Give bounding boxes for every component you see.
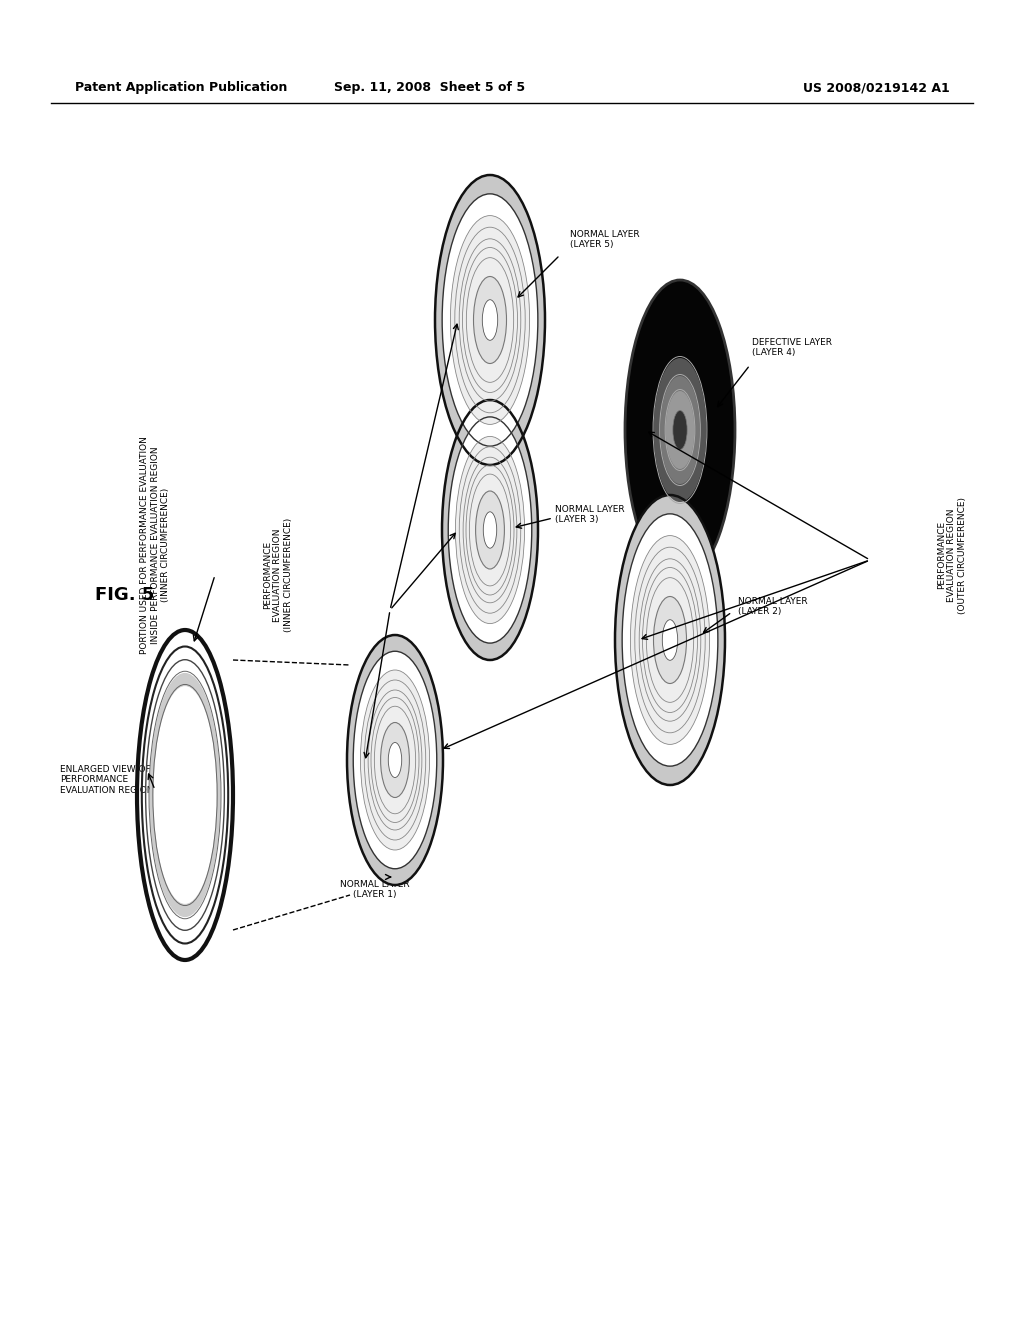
Ellipse shape [483, 512, 497, 548]
Ellipse shape [137, 630, 233, 960]
Text: FIG. 5: FIG. 5 [95, 586, 155, 605]
Text: Patent Application Publication: Patent Application Publication [75, 82, 288, 95]
Ellipse shape [353, 651, 437, 869]
Text: DEFECTIVE LAYER
(LAYER 4): DEFECTIVE LAYER (LAYER 4) [752, 338, 831, 358]
Ellipse shape [442, 194, 538, 446]
Ellipse shape [435, 176, 545, 465]
Ellipse shape [381, 722, 410, 797]
Ellipse shape [666, 391, 694, 469]
Text: PORTION USED FOR PERFORMANCE EVALUATION
INSIDE PERFORMANCE EVALUATION REGION
(IN: PORTION USED FOR PERFORMANCE EVALUATION … [140, 436, 170, 653]
Ellipse shape [475, 491, 505, 569]
Ellipse shape [451, 215, 529, 425]
Ellipse shape [456, 437, 524, 623]
Ellipse shape [388, 742, 401, 777]
Ellipse shape [347, 635, 443, 884]
Ellipse shape [625, 280, 735, 579]
Ellipse shape [154, 686, 217, 904]
Text: ENLARGED VIEW OF
PERFORMANCE
EVALUATION REGION: ENLARGED VIEW OF PERFORMANCE EVALUATION … [60, 766, 154, 795]
Ellipse shape [482, 300, 498, 341]
Ellipse shape [615, 495, 725, 785]
Text: PERFORMANCE
EVALUATION REGION
(INNER CIRCUMFERENCE): PERFORMANCE EVALUATION REGION (INNER CIR… [263, 517, 293, 632]
Ellipse shape [673, 411, 687, 450]
Ellipse shape [449, 417, 531, 643]
Ellipse shape [442, 400, 538, 660]
Text: NORMAL LAYER
(LAYER 5): NORMAL LAYER (LAYER 5) [570, 230, 640, 249]
Ellipse shape [473, 276, 507, 363]
Ellipse shape [631, 536, 710, 744]
Ellipse shape [653, 597, 686, 684]
Text: NORMAL LAYER
(LAYER 3): NORMAL LAYER (LAYER 3) [555, 506, 625, 524]
Ellipse shape [442, 400, 538, 660]
Ellipse shape [615, 495, 725, 785]
Ellipse shape [653, 358, 707, 502]
Ellipse shape [435, 176, 545, 465]
Text: NORMAL LAYER
(LAYER 2): NORMAL LAYER (LAYER 2) [738, 597, 808, 616]
Text: NORMAL LAYER
(LAYER 1): NORMAL LAYER (LAYER 1) [340, 880, 410, 899]
Text: PERFORMANCE
EVALUATION REGION
(OUTER CIRCUMFERENCE): PERFORMANCE EVALUATION REGION (OUTER CIR… [937, 496, 967, 614]
Ellipse shape [150, 673, 220, 917]
Ellipse shape [347, 635, 443, 884]
Text: Sep. 11, 2008  Sheet 5 of 5: Sep. 11, 2008 Sheet 5 of 5 [335, 82, 525, 95]
Ellipse shape [623, 513, 718, 766]
Text: US 2008/0219142 A1: US 2008/0219142 A1 [803, 82, 950, 95]
Ellipse shape [663, 619, 678, 660]
Ellipse shape [360, 671, 429, 850]
Ellipse shape [660, 376, 699, 484]
